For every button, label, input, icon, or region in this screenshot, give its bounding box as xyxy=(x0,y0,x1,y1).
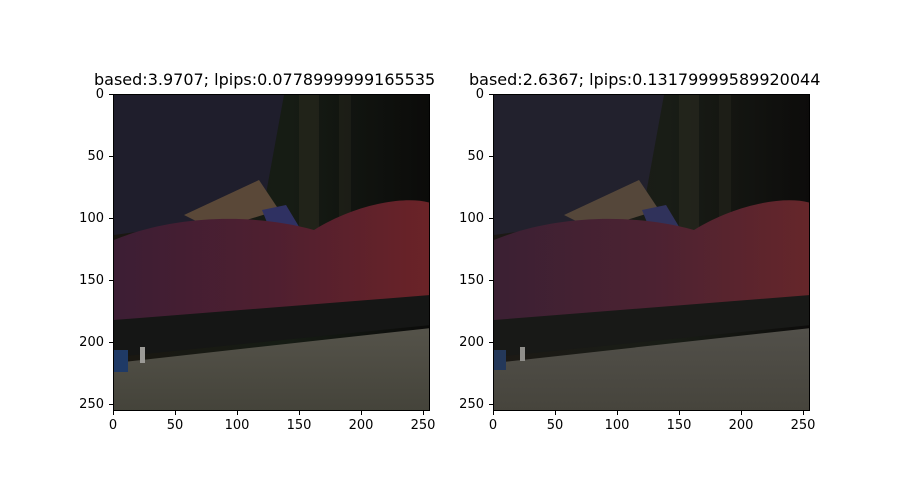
ytick-mark xyxy=(109,94,113,95)
ytick-mark xyxy=(109,280,113,281)
xtick-label: 200 xyxy=(728,418,754,433)
xtick-mark xyxy=(361,411,362,415)
ytick-mark xyxy=(109,342,113,343)
xtick-mark xyxy=(493,411,494,415)
ytick-label: 0 xyxy=(475,87,484,102)
ytick-label: 150 xyxy=(79,273,104,288)
right-panel-title: based:2.6367; lpips:0.13179999589920044 xyxy=(469,70,821,89)
ytick-label: 100 xyxy=(459,211,484,226)
xtick-label: 100 xyxy=(224,418,250,433)
ytick-label: 50 xyxy=(87,149,104,164)
ytick-label: 200 xyxy=(79,335,104,350)
xtick-label: 150 xyxy=(666,418,692,433)
left-image-axes xyxy=(113,94,430,411)
xtick-mark xyxy=(741,411,742,415)
right-image-axes xyxy=(493,94,810,411)
ytick-mark xyxy=(489,218,493,219)
xtick-mark xyxy=(555,411,556,415)
xtick-mark xyxy=(299,411,300,415)
xtick-label: 50 xyxy=(546,418,564,433)
ytick-mark xyxy=(489,342,493,343)
ytick-label: 150 xyxy=(459,273,484,288)
xtick-mark xyxy=(679,411,680,415)
xtick-label: 50 xyxy=(166,418,184,433)
xtick-label: 250 xyxy=(410,418,436,433)
ytick-mark xyxy=(489,404,493,405)
xtick-mark xyxy=(803,411,804,415)
ytick-mark xyxy=(489,94,493,95)
xtick-label: 250 xyxy=(790,418,816,433)
ytick-mark xyxy=(489,280,493,281)
right-photo xyxy=(494,95,809,410)
xtick-mark xyxy=(423,411,424,415)
xtick-label: 200 xyxy=(348,418,374,433)
xtick-label: 150 xyxy=(286,418,312,433)
xtick-mark xyxy=(617,411,618,415)
ytick-label: 100 xyxy=(79,211,104,226)
ytick-label: 200 xyxy=(459,335,484,350)
ytick-label: 50 xyxy=(467,149,484,164)
xtick-label: 0 xyxy=(488,418,498,433)
ytick-mark xyxy=(109,218,113,219)
xtick-mark xyxy=(113,411,114,415)
ytick-mark xyxy=(109,156,113,157)
xtick-label: 0 xyxy=(108,418,118,433)
ytick-label: 0 xyxy=(95,87,104,102)
xtick-label: 100 xyxy=(604,418,630,433)
ytick-mark xyxy=(489,156,493,157)
xtick-mark xyxy=(175,411,176,415)
xtick-mark xyxy=(237,411,238,415)
left-panel-title: based:3.9707; lpips:0.0778999999165535 xyxy=(94,70,436,89)
ytick-mark xyxy=(109,404,113,405)
ytick-label: 250 xyxy=(79,397,104,412)
left-photo xyxy=(114,95,429,410)
ytick-label: 250 xyxy=(459,397,484,412)
